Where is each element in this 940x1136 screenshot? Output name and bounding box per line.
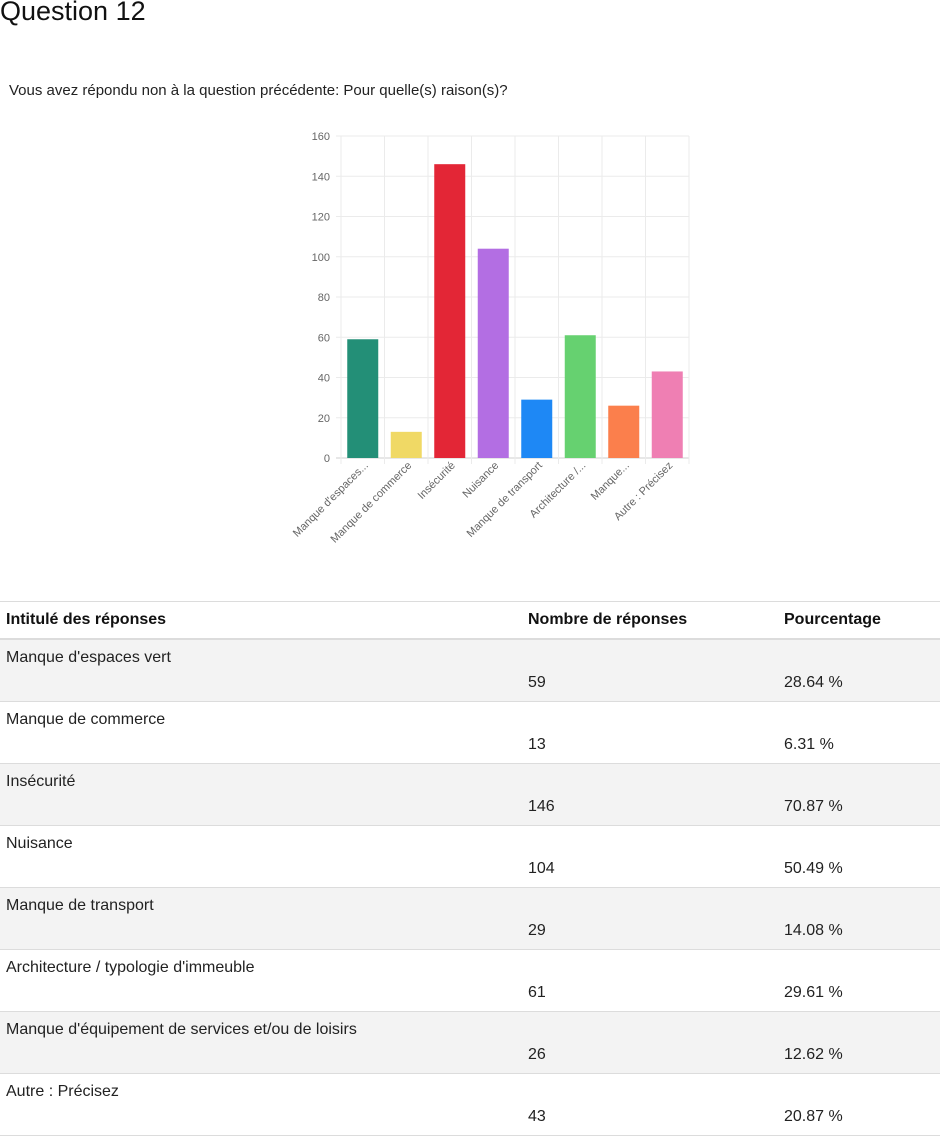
y-tick-label: 160 [312, 131, 330, 143]
bar [477, 248, 509, 458]
bar [347, 339, 379, 458]
row-percent: 6.31 % [778, 701, 940, 764]
x-tick-label: Manque d'espaces... [291, 460, 371, 540]
y-tick-label: 120 [312, 212, 330, 224]
row-label: Manque de transport [0, 887, 522, 950]
bar [390, 431, 422, 458]
bar [564, 335, 596, 458]
column-header-percent: Pourcentage [778, 601, 940, 640]
row-label: Manque de commerce [0, 701, 522, 764]
table-row: Nuisance 104 50.49 % [0, 825, 940, 888]
bar [651, 371, 683, 458]
x-tick-label: Manque de transport [465, 460, 545, 540]
table-row: Manque de transport 29 14.08 % [0, 887, 940, 950]
bar [521, 399, 553, 458]
row-count: 43 [522, 1073, 778, 1136]
y-tick-label: 0 [324, 453, 330, 465]
x-tick-label: Insécurité [416, 460, 458, 502]
row-percent: 50.49 % [778, 825, 940, 888]
y-tick-label: 80 [318, 292, 330, 304]
y-tick-label: 100 [312, 252, 330, 264]
row-percent: 20.87 % [778, 1073, 940, 1136]
table-row: Autre : Précisez 43 20.87 % [0, 1073, 940, 1136]
y-tick-label: 140 [312, 171, 330, 183]
x-tick-label: Nuisance [460, 460, 501, 501]
bar-chart: 0 20 40 60 80 100 120 140 160 Manque d'espaces...… [291, 131, 690, 546]
row-percent: 29.61 % [778, 949, 940, 1012]
table-row: Insécurité 146 70.87 % [0, 763, 940, 826]
row-label: Insécurité [0, 763, 522, 826]
y-tick-label: 60 [318, 332, 330, 344]
table-row: Architecture / typologie d'immeuble 61 2… [0, 949, 940, 1012]
x-tick-label: Manque... [589, 460, 632, 503]
row-label: Autre : Précisez [0, 1073, 522, 1136]
x-tick-label: Manque de commerce [328, 460, 414, 546]
y-tick-label: 20 [318, 413, 330, 425]
table-row: Manque de commerce 13 6.31 % [0, 701, 940, 764]
row-percent: 28.64 % [778, 639, 940, 702]
table-header-row: Intitulé des réponses Nombre de réponses… [0, 601, 940, 640]
results-table: Intitulé des réponses Nombre de réponses… [0, 601, 940, 1136]
row-label: Architecture / typologie d'immeuble [0, 949, 522, 1012]
row-count: 13 [522, 701, 778, 764]
row-percent: 14.08 % [778, 887, 940, 950]
row-count: 146 [522, 763, 778, 826]
column-header-count: Nombre de réponses [522, 601, 778, 640]
row-count: 59 [522, 639, 778, 702]
bar [434, 164, 466, 459]
row-count: 104 [522, 825, 778, 888]
page-title: Question 12 [0, 0, 146, 26]
question-text: Vous avez répondu non à la question préc… [9, 82, 508, 99]
column-header-label: Intitulé des réponses [0, 601, 522, 640]
table-row: Manque d'espaces vert 59 28.64 % [0, 639, 940, 702]
y-tick-label: 40 [318, 373, 330, 385]
row-label: Nuisance [0, 825, 522, 888]
bar [608, 405, 640, 458]
row-count: 61 [522, 949, 778, 1012]
row-percent: 70.87 % [778, 763, 940, 826]
row-label: Manque d'espaces vert [0, 639, 522, 702]
row-count: 29 [522, 887, 778, 950]
